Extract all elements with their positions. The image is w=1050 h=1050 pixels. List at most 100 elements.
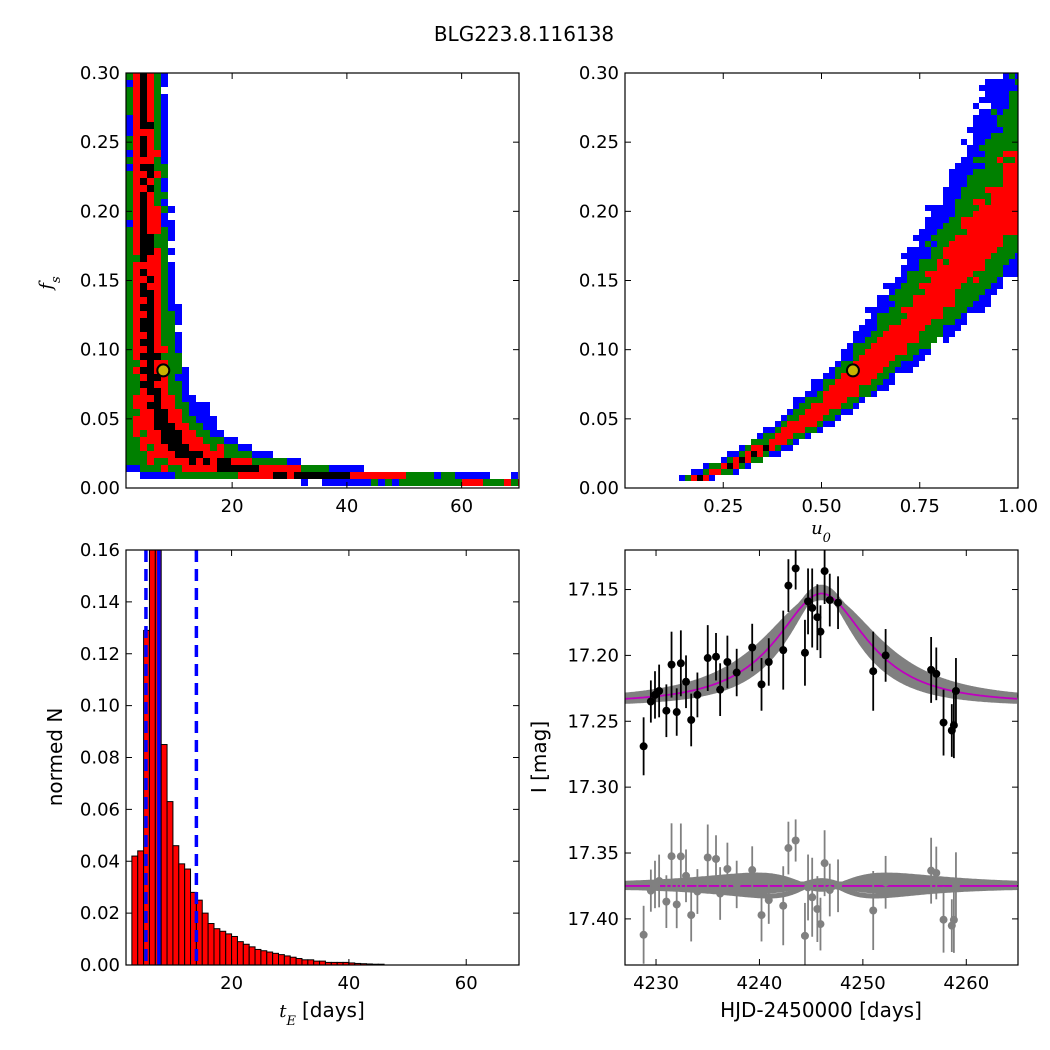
x-tick-label: 60 — [450, 496, 473, 517]
heatmap-cell — [985, 121, 991, 127]
heatmap-cell — [955, 259, 961, 265]
heatmap-cell — [907, 355, 913, 361]
heatmap-cell — [1003, 145, 1009, 151]
heatmap-cell — [949, 205, 955, 211]
heatmap-cell — [1015, 97, 1018, 103]
heatmap-cell — [497, 479, 504, 486]
heatmap-cell — [787, 427, 793, 433]
heatmap-cell — [889, 367, 895, 373]
y-tick-label: 0.15 — [579, 271, 619, 292]
histogram-bar — [301, 959, 309, 965]
heatmap-cell — [991, 211, 997, 217]
heatmap-cell — [949, 301, 955, 307]
y-tick-label: 0.00 — [80, 478, 120, 499]
heatmap-cell — [392, 472, 399, 479]
heatmap-cell — [985, 139, 991, 145]
heatmap-cell — [751, 457, 757, 463]
heatmap-cell — [787, 445, 793, 451]
heatmap-cell — [1009, 145, 1015, 151]
heatmap-cell — [907, 301, 913, 307]
heatmap-cell — [961, 289, 967, 295]
heatmap-cell — [937, 331, 943, 337]
heatmap-cell — [168, 395, 175, 402]
heatmap-cell — [919, 283, 925, 289]
heatmap-cell — [745, 457, 751, 463]
heatmap-cell — [979, 277, 985, 283]
plot-area — [126, 73, 519, 486]
heatmap-cell — [943, 211, 949, 217]
heatmap-cell — [126, 297, 133, 304]
heatmap-cell — [841, 373, 847, 379]
heatmap-cell — [462, 479, 469, 486]
y-tick-label: 0.30 — [80, 63, 120, 84]
heatmap-cell — [991, 127, 997, 133]
heatmap-cell — [168, 360, 175, 367]
heatmap-cell — [943, 301, 949, 307]
heatmap-cell — [147, 472, 154, 479]
y-tick-label: 17.40 — [567, 909, 619, 930]
heatmap-cell — [154, 437, 161, 444]
heatmap-cell — [168, 465, 175, 472]
heatmap-cell — [973, 199, 979, 205]
heatmap-cell — [245, 458, 252, 465]
heatmap-cell — [829, 415, 835, 421]
heatmap-cell — [967, 295, 973, 301]
heatmap-cell — [161, 416, 168, 423]
heatmap-cell — [1003, 205, 1009, 211]
heatmap-cell — [757, 445, 763, 451]
histogram-bar — [213, 928, 221, 965]
heatmap-cell — [147, 283, 154, 290]
heatmap-cell — [175, 318, 182, 325]
histogram-bar — [254, 948, 262, 965]
heatmap-cell — [847, 361, 853, 367]
heatmap-cell — [967, 193, 973, 199]
heatmap-cell — [133, 318, 140, 325]
heatmap-cell — [823, 379, 829, 385]
heatmap-cell — [925, 283, 931, 289]
heatmap-cell — [925, 319, 931, 325]
data-point — [825, 596, 834, 605]
heatmap-cell — [991, 109, 997, 115]
heatmap-cell — [168, 318, 175, 325]
heatmap-cell — [949, 331, 955, 337]
residual-point — [800, 931, 809, 940]
heatmap-cell — [997, 97, 1003, 103]
heatmap-cell — [161, 241, 168, 248]
heatmap-cell — [140, 220, 147, 227]
heatmap-cell — [829, 397, 835, 403]
heatmap-cell — [967, 283, 973, 289]
heatmap-cell — [1009, 259, 1015, 265]
heatmap-cell — [126, 87, 133, 94]
residual-point — [764, 896, 773, 905]
x-axis-label: HJD-2450000 [days] — [720, 998, 922, 1022]
heatmap-cell — [877, 343, 883, 349]
y-tick-label: 17.25 — [567, 711, 619, 732]
y-tick-label: 0.08 — [80, 748, 120, 769]
heatmap-cell — [739, 463, 745, 469]
heatmap-cell — [147, 108, 154, 115]
heatmap-cell — [126, 451, 133, 458]
heatmap-cell — [985, 91, 991, 97]
heatmap-cell — [919, 253, 925, 259]
heatmap-cell — [775, 445, 781, 451]
heatmap-cell — [997, 127, 1003, 133]
heatmap-cell — [949, 247, 955, 253]
heatmap-cell — [883, 301, 889, 307]
heatmap-cell — [895, 349, 901, 355]
heatmap-cell — [961, 157, 967, 163]
histogram-bar — [166, 801, 174, 965]
heatmap-cell — [907, 349, 913, 355]
heatmap-cell — [925, 205, 931, 211]
heatmap-cell — [161, 122, 168, 129]
heatmap-cell — [973, 229, 979, 235]
heatmap-cell — [925, 277, 931, 283]
heatmap-cell — [997, 271, 1003, 277]
heatmap-cell — [133, 206, 140, 213]
heatmap-cell — [793, 421, 799, 427]
heatmap-cell — [985, 175, 991, 181]
heatmap-cell — [140, 136, 147, 143]
heatmap-cell — [985, 211, 991, 217]
heatmap-cell — [967, 265, 973, 271]
heatmap-cell — [991, 205, 997, 211]
heatmap-cell — [967, 223, 973, 229]
